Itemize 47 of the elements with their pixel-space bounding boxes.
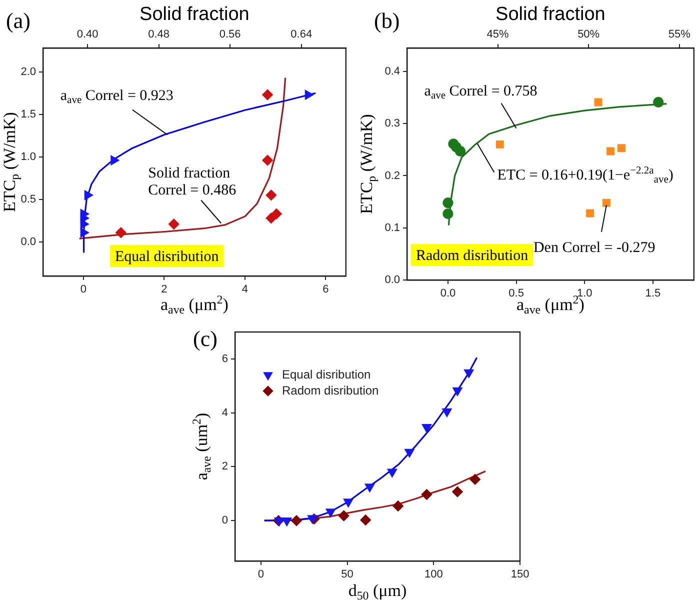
annotation: Equal disribution xyxy=(115,249,220,265)
x2-tick-label: 45% xyxy=(486,28,510,40)
chart-title: (a) xyxy=(6,8,30,33)
annotation: Radom disribution xyxy=(416,248,529,264)
x2-tick-label: 50% xyxy=(578,28,600,40)
x-tick-label: 6 xyxy=(322,284,329,296)
x-tick-label: 0.0 xyxy=(440,288,456,300)
y-tick-label: 0.0 xyxy=(384,274,400,286)
x2-axis-title: Solid fraction xyxy=(496,4,606,25)
x-tick-label: 1.0 xyxy=(576,288,592,300)
y-tick-label: 4 xyxy=(222,406,228,419)
x-tick-label: 50 xyxy=(341,568,354,581)
y-tick-label: 0.5 xyxy=(20,193,36,206)
chart-title: (c) xyxy=(193,326,218,351)
x2-tick-label: 0.48 xyxy=(148,28,170,40)
x2-tick-label: 0.40 xyxy=(76,28,98,40)
y-tick-label: 0.3 xyxy=(384,118,400,130)
y-tick-label: 2.0 xyxy=(20,66,36,78)
x-tick-label: 0 xyxy=(258,568,264,581)
y-tick-label: 1.5 xyxy=(20,108,36,120)
y-tick-label: 2 xyxy=(222,460,228,473)
y-tick-label: 0.0 xyxy=(20,236,36,248)
x2-axis-title: Solid fraction xyxy=(140,4,250,25)
y-tick-label: 0.2 xyxy=(384,170,400,182)
y-tick-label: 0.1 xyxy=(384,222,400,234)
x-tick-label: 150 xyxy=(510,568,530,581)
x-tick-label: 0 xyxy=(80,284,86,296)
legend-label: Radom disribution xyxy=(282,383,379,398)
y-axis-title: ETCp (W/mK) xyxy=(357,114,379,214)
x2-tick-label: 0.64 xyxy=(290,28,312,40)
y-tick-label: 0.4 xyxy=(384,65,400,78)
annotation: Solid fraction Correl = 0.486 xyxy=(148,165,237,198)
x-tick-label: 4 xyxy=(242,284,248,296)
y-axis-title: ETCp (W/mK) xyxy=(0,112,22,212)
chart-title: (b) xyxy=(374,8,400,33)
x-tick-label: 2 xyxy=(161,284,168,296)
x-tick-label: 100 xyxy=(424,568,443,581)
y-axis-title: aave (um2) xyxy=(190,412,214,480)
x2-tick-label: 0.56 xyxy=(219,28,241,40)
y-tick-label: 1.0 xyxy=(20,150,36,163)
x2-tick-label: 55% xyxy=(668,28,691,40)
x-tick-label: 1.5 xyxy=(645,288,661,300)
legend-label: Equal disribution xyxy=(282,367,371,382)
annotation: Den Correl = -0.279 xyxy=(533,240,656,256)
y-tick-label: 6 xyxy=(222,352,228,365)
y-tick-label: 0 xyxy=(222,514,228,527)
x-tick-label: 0.5 xyxy=(508,288,524,300)
